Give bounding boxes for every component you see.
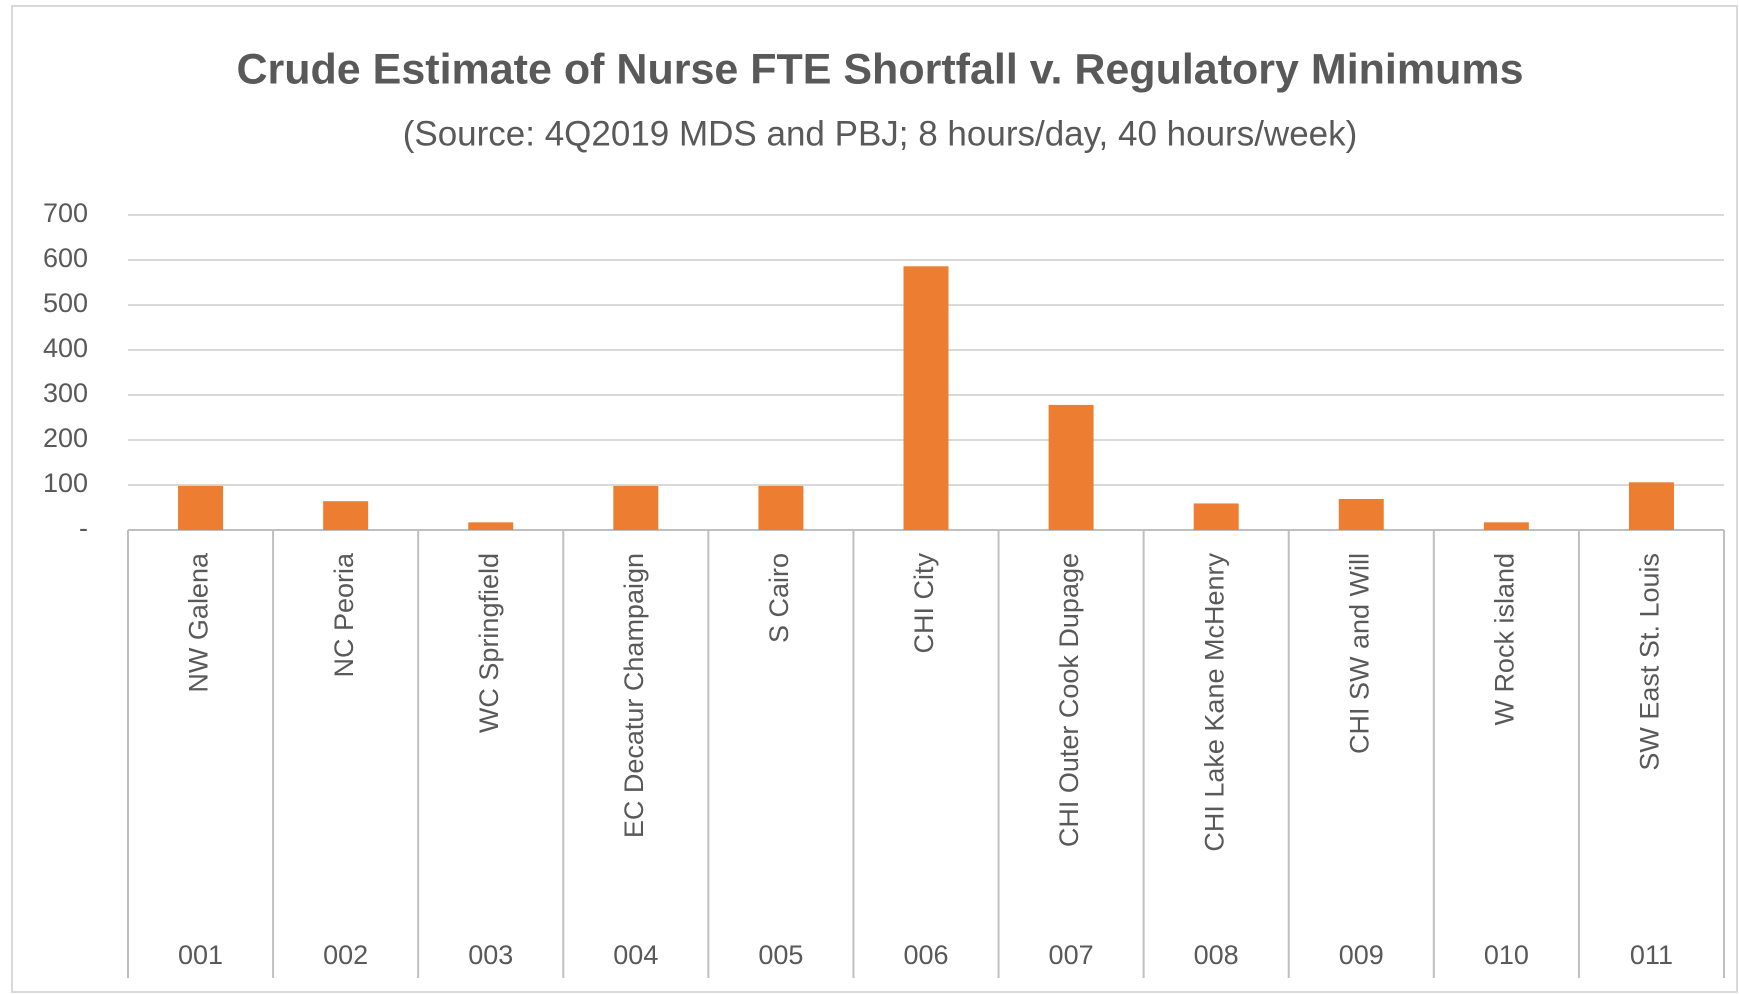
y-tick-label: 100: [43, 468, 88, 498]
x-tick-label: CHI Lake Kane McHenry: [1199, 553, 1229, 852]
category-code: 001: [178, 940, 223, 970]
category-code: 006: [903, 940, 948, 970]
x-tick-label: S Cairo: [764, 553, 794, 643]
bar: [758, 485, 804, 530]
category-code: 007: [1049, 940, 1094, 970]
x-tick-label: EC Decatur Champaign: [619, 553, 649, 838]
y-tick-label: 300: [43, 378, 88, 408]
y-tick-label: 600: [43, 243, 88, 273]
bar: [613, 485, 659, 530]
y-tick-label: -: [79, 513, 88, 543]
category-code: 003: [468, 940, 513, 970]
x-tick-label: SW East St. Louis: [1635, 553, 1665, 771]
chart-title: Crude Estimate of Nurse FTE Shortfall v.…: [236, 45, 1523, 93]
chart-border: [11, 5, 1738, 993]
bar: [323, 501, 369, 530]
x-tick-label: CHI City: [909, 553, 939, 654]
bar: [178, 485, 224, 530]
bar: [1193, 503, 1239, 530]
y-tick-label: 500: [43, 288, 88, 318]
bar: [1628, 482, 1674, 530]
category-code: 004: [613, 940, 658, 970]
category-code: 010: [1484, 940, 1529, 970]
x-tick-label: CHI Outer Cook Dupage: [1054, 553, 1084, 847]
category-code: 008: [1194, 940, 1239, 970]
x-tick-label: NC Peoria: [329, 552, 359, 678]
bar: [903, 266, 949, 530]
bar: [468, 522, 514, 530]
x-tick-label: CHI SW and Will: [1344, 553, 1374, 754]
y-tick-label: 200: [43, 423, 88, 453]
category-code: 011: [1630, 940, 1673, 970]
chart-subtitle: (Source: 4Q2019 MDS and PBJ; 8 hours/day…: [403, 114, 1358, 153]
x-tick-label: NW Galena: [184, 552, 214, 693]
x-tick-label: WC Springfield: [474, 553, 504, 733]
y-tick-label: 700: [43, 198, 88, 228]
bar: [1338, 498, 1384, 530]
category-code: 005: [758, 940, 803, 970]
bar: [1048, 404, 1094, 530]
y-tick-label: 400: [43, 333, 88, 363]
bar: [1483, 522, 1529, 530]
category-code: 002: [323, 940, 368, 970]
category-code: 009: [1339, 940, 1384, 970]
x-tick-label: W Rock island: [1489, 553, 1519, 726]
